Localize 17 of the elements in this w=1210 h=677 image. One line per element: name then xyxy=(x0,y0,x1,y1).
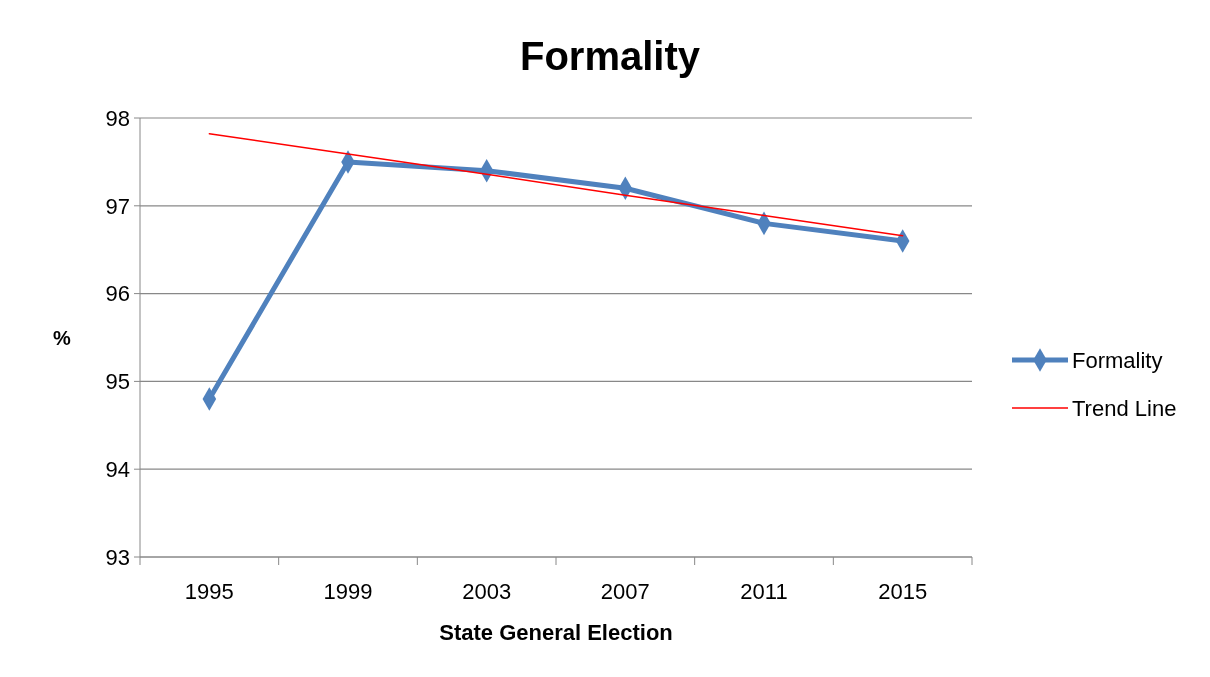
x-tick-label: 2003 xyxy=(462,579,512,604)
legend-label: Formality xyxy=(1072,347,1163,373)
y-axis-title: % xyxy=(53,326,72,349)
chart-title: Formality xyxy=(519,34,701,78)
y-tick-label: 97 xyxy=(105,193,130,219)
y-tick-label: 96 xyxy=(105,281,130,307)
y-tick-label: 98 xyxy=(105,105,130,131)
y-tick-label: 95 xyxy=(105,369,130,395)
y-tick-label: 94 xyxy=(105,456,130,482)
x-tick-label: 1995 xyxy=(184,579,234,604)
x-tick-label: 2011 xyxy=(740,579,788,604)
x-tick-label: 2015 xyxy=(878,579,928,604)
y-tick-label: 93 xyxy=(105,544,130,570)
legend-label: Trend Line xyxy=(1072,395,1177,421)
x-axis-title: State General Election xyxy=(439,620,673,645)
x-tick-label: 1999 xyxy=(323,579,373,604)
x-tick-label: 2007 xyxy=(600,579,650,604)
